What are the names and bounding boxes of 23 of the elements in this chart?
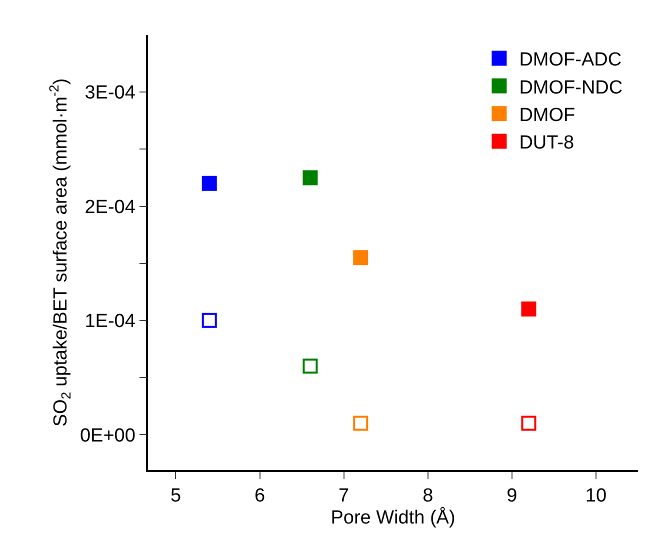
point [202, 312, 217, 328]
y-tick-label: 3E-04 [84, 82, 136, 104]
point [353, 250, 368, 266]
x-tick-label: 8 [422, 486, 434, 507]
point [521, 302, 536, 317]
x-tick-label: 10 [585, 486, 607, 507]
x-tick-label: 6 [254, 486, 266, 507]
legend-label: DUT-8 [519, 132, 574, 154]
y-tick-label: 2E-04 [84, 196, 136, 218]
point [353, 416, 368, 431]
point [302, 170, 318, 186]
legend-label: DMOF-NDC [519, 77, 623, 98]
legend-label: DMOF [519, 105, 576, 126]
x-axis-title: Pore Width (Å) [330, 506, 456, 529]
point [202, 176, 217, 191]
legend-label: DMOF-ADC [519, 50, 622, 71]
y-tick-label: 0E+00 [80, 425, 136, 446]
x-tick-label: 7 [338, 486, 350, 507]
y-tick-label: 1E-04 [84, 311, 136, 332]
x-tick-label: 5 [170, 486, 182, 507]
point [521, 416, 536, 431]
x-tick-label: 9 [506, 486, 518, 507]
point [302, 358, 318, 374]
